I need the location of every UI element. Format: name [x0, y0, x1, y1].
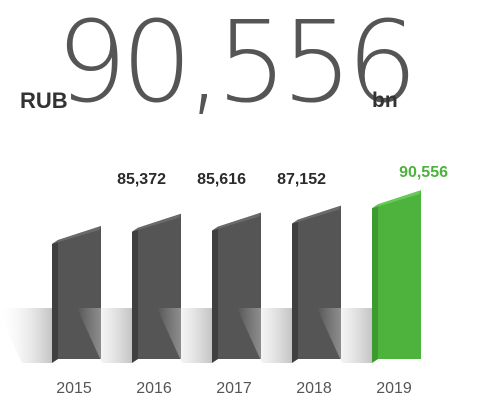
- bars-layer: [0, 190, 421, 363]
- x-tick-label: 2015: [56, 380, 92, 397]
- headline-unit: bn: [372, 89, 398, 112]
- data-label: 85,372: [117, 171, 166, 188]
- data-label: 87,152: [277, 171, 326, 188]
- bar-top: [52, 226, 101, 244]
- bar-top: [292, 205, 341, 224]
- x-tick-label: 2019: [376, 380, 412, 397]
- bar-shadow: [0, 308, 52, 363]
- bar-shadow: [77, 308, 132, 363]
- bar-shadow: [317, 308, 372, 363]
- data-label: 85,616: [197, 171, 246, 188]
- bar: [372, 190, 421, 363]
- bar-side: [132, 227, 138, 363]
- bar-top: [212, 212, 261, 231]
- bar-side: [212, 226, 218, 363]
- bar-shadow: [237, 308, 292, 363]
- bar-front: [378, 190, 421, 359]
- x-tick-label: 2018: [296, 380, 332, 397]
- labels-layer: 2015 85,372 2016 85,616 2017 87,152 2018 90,556…: [56, 164, 448, 397]
- bar-side: [372, 204, 378, 363]
- bar-side: [292, 219, 298, 363]
- x-tick-label: 2017: [216, 380, 252, 397]
- headline-currency: RUB: [20, 88, 68, 113]
- bar-side: [52, 240, 58, 363]
- data-label: 90,556: [399, 164, 448, 181]
- bar-shadow: [157, 308, 212, 363]
- x-tick-label: 2016: [136, 380, 172, 397]
- bar-top: [132, 213, 181, 232]
- bar-top: [372, 190, 421, 209]
- headline: RUB 90,556 bn: [0, 0, 483, 140]
- headline-value: 90,556: [56, 0, 418, 128]
- bar-chart: 2015 85,372 2016 85,616 2017 87,152 2018 90,556…: [0, 164, 448, 397]
